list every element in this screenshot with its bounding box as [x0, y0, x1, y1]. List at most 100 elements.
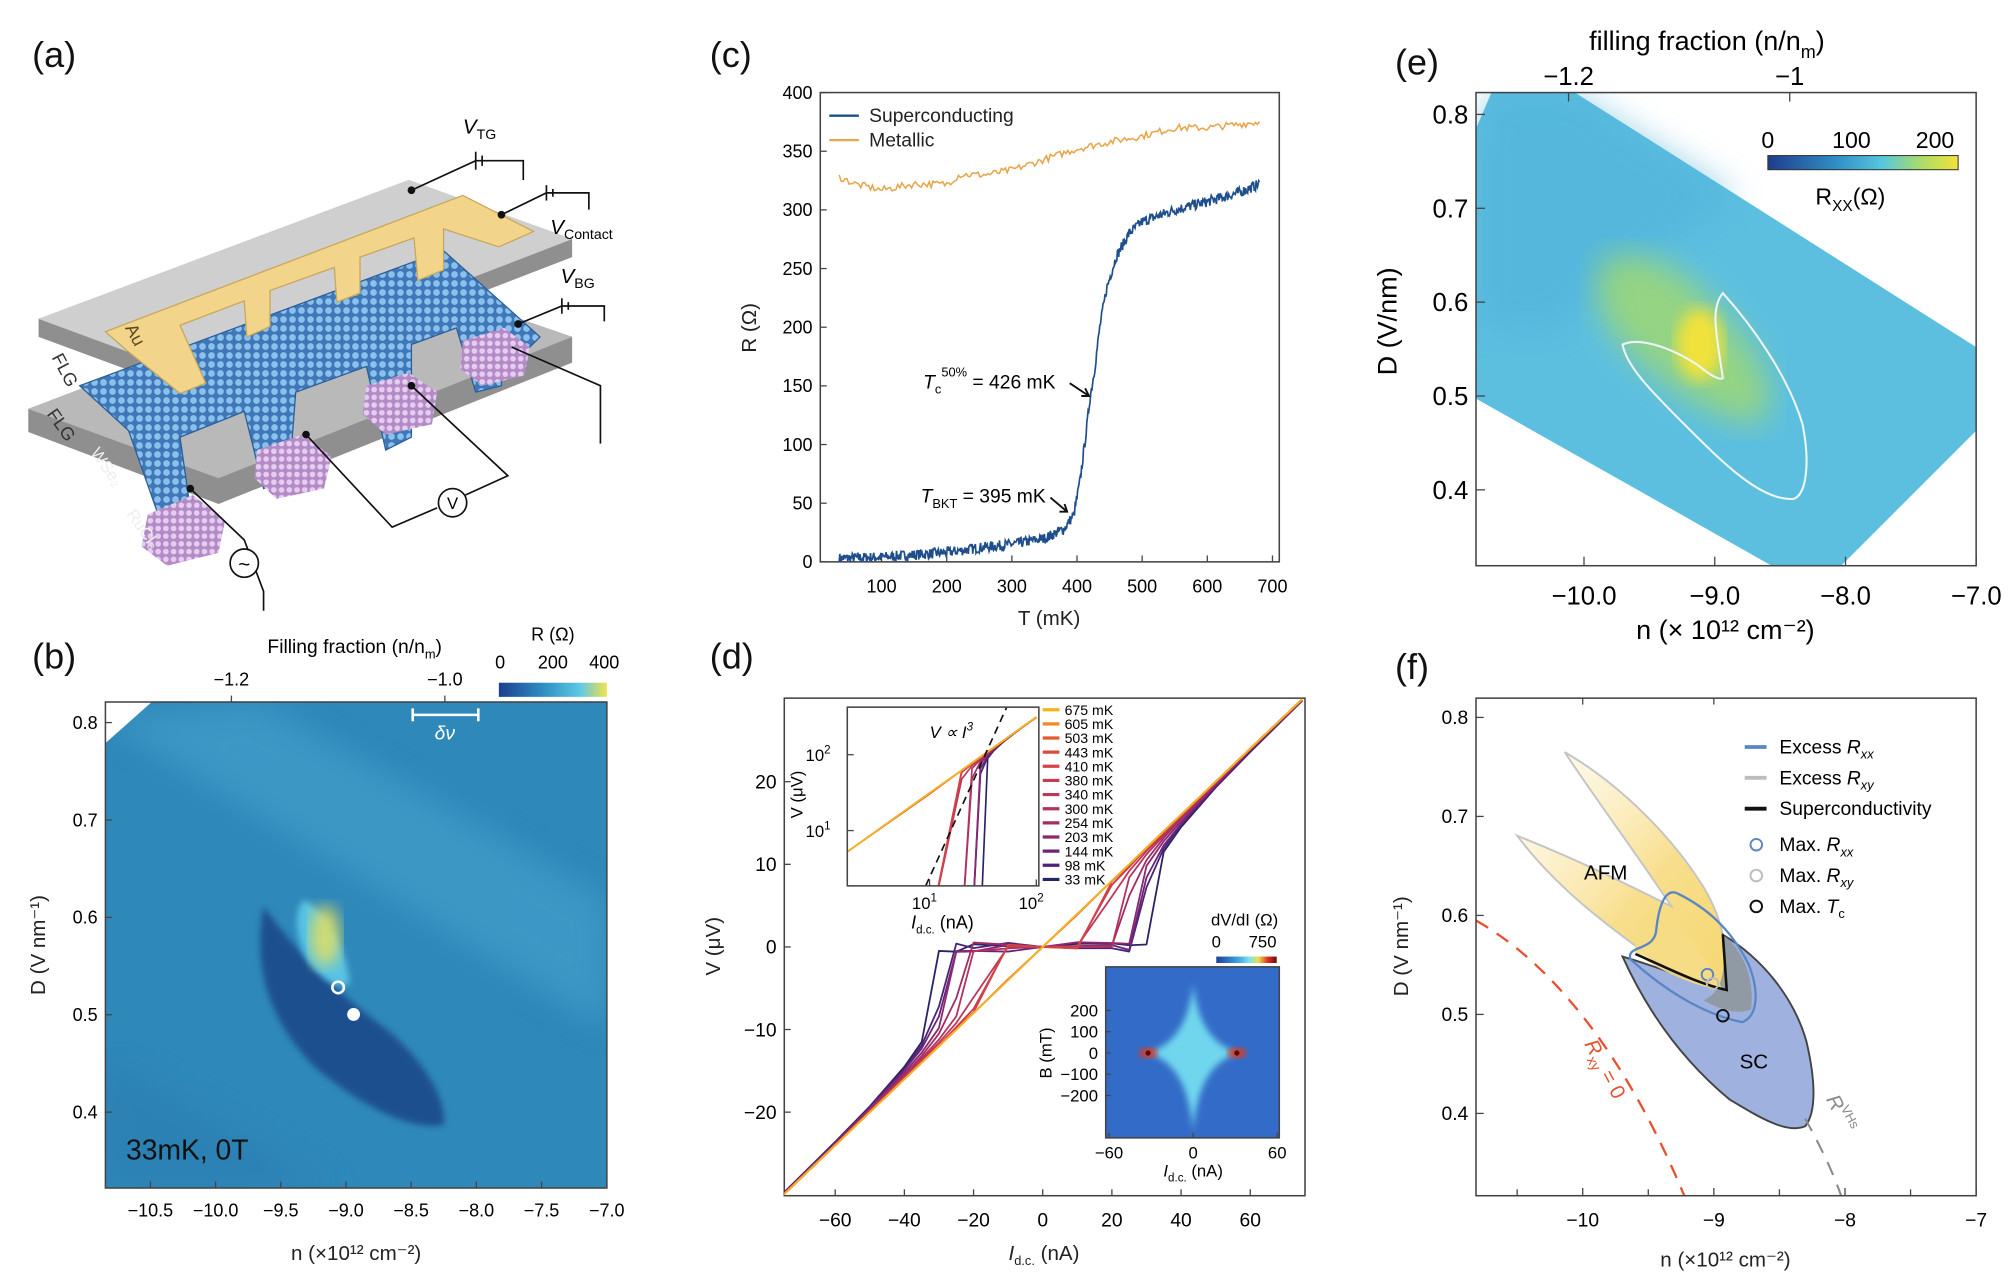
x-tick-label: −10.5 — [128, 1200, 174, 1220]
y-tick-label: 300 — [783, 200, 813, 220]
y-tick-label: 0.6 — [1433, 289, 1469, 317]
series-line-superconducting — [838, 178, 1261, 562]
rxy-zero-curve — [1476, 919, 1686, 1196]
y-tick-label: −200 — [1060, 1086, 1098, 1105]
region-label-afm: AFM — [1584, 861, 1627, 884]
x-tick-label: 101 — [912, 892, 937, 913]
legend-label: 410 mK — [1065, 758, 1114, 774]
x-tick-label: −9.5 — [263, 1200, 299, 1220]
x-tick-label: −10.0 — [193, 1200, 239, 1220]
colorbar-tick: 200 — [1916, 127, 1955, 153]
x-tick-label: 500 — [1127, 577, 1157, 597]
ac-source-label: ~ — [238, 553, 250, 576]
y-axis-label: R (Ω) — [738, 303, 761, 353]
heatmap-left-shade — [1476, 92, 1736, 335]
colorbar-tick: 750 — [1249, 933, 1277, 952]
inset-map-x-label: Id.c. (nA) — [1163, 1161, 1223, 1184]
vhs-curve — [1804, 1118, 1843, 1196]
y-axis-label: D (V nm⁻¹) — [1390, 896, 1413, 996]
legend-label: 443 mK — [1065, 744, 1114, 760]
y-tick-label: 200 — [1070, 1001, 1098, 1020]
overlap-region — [1703, 934, 1752, 1012]
inset-y-label: V (μV) — [787, 771, 806, 819]
legend-marker — [1749, 837, 1764, 852]
y-tick-label: 0.8 — [73, 713, 98, 733]
legend-label: 33 mK — [1065, 872, 1106, 888]
iv-curve-675mK — [784, 698, 1303, 1196]
y-tick-label: 50 — [793, 493, 813, 513]
legend-label: Superconductivity — [1779, 799, 1931, 820]
x-axis-label: Id.c. (nA) — [1009, 1242, 1080, 1268]
legend: Excess Rxx Excess Rxy Superconductivity Max… — [1744, 737, 1932, 921]
heatmap-light-band — [105, 702, 607, 1029]
v-tg-label: VTG — [463, 116, 496, 142]
colorbar-tick: 0 — [1761, 127, 1774, 153]
y-tick-label: 0 — [1089, 1044, 1098, 1063]
marker-filled — [347, 1008, 360, 1021]
legend-label: 98 mK — [1065, 857, 1106, 873]
y-tick-label: 400 — [783, 83, 813, 103]
colorbar-tick: 100 — [1832, 127, 1871, 153]
heatmap-yellow-peak — [1676, 308, 1723, 381]
y-axis-label: D (V nm⁻¹) — [27, 895, 50, 995]
legend-label: Excess Rxy — [1779, 768, 1875, 792]
x-tick-label: −60 — [1095, 1143, 1123, 1162]
y-tick-label: 0.5 — [1441, 1005, 1468, 1026]
x-tick-label: −60 — [819, 1211, 852, 1232]
cubic-guide-line — [924, 707, 1008, 886]
dvdi-light-star — [1149, 983, 1237, 1132]
x-tick-label: 400 — [1062, 577, 1092, 597]
y-tick-label: −10 — [744, 1020, 777, 1041]
marker-max-tc — [1716, 1008, 1730, 1023]
colorbar-tick: 0 — [1212, 933, 1221, 952]
excess-rxx-contour — [1628, 891, 1757, 1024]
marker-hollow — [331, 980, 346, 995]
x-tick-label: 0 — [1188, 1143, 1197, 1162]
legend-label: Max. Rxx — [1779, 835, 1853, 859]
legend-label: 675 mK — [1065, 702, 1114, 718]
x-tick-label: −8.0 — [1820, 582, 1871, 610]
panel-label-a: (a) — [32, 34, 76, 75]
x-tick-label: −7 — [1965, 1211, 1987, 1232]
panel-f-phase-diagram: −10 −9 −8 −70.80.70.60.50.4 AFM SC Rxy = 0 … — [1390, 697, 1987, 1271]
superconductivity-edge — [1634, 934, 1729, 992]
y-axis-label: D (V/nm) — [1372, 267, 1402, 375]
panel-label-f: (f) — [1395, 646, 1429, 687]
inset-map-y-label: B (mT) — [1037, 1027, 1056, 1078]
arrow-tc — [1069, 382, 1091, 397]
x-tick-label: 60 — [1240, 1211, 1261, 1232]
x-axis-label: T (mK) — [1018, 607, 1080, 630]
vhs-label: RVHs — [1821, 1089, 1862, 1136]
x-tick-label: −8.5 — [393, 1200, 429, 1220]
x-tick-label: 102 — [1019, 892, 1044, 913]
legend-label: 503 mK — [1065, 730, 1114, 746]
legend-label: 203 mK — [1065, 829, 1114, 845]
contour-line — [1621, 291, 1808, 500]
legend: Superconducting Metallic — [829, 106, 1014, 152]
v-contact-label: VContact — [550, 216, 612, 242]
ac-source-icon — [229, 548, 260, 579]
top-tick-label: −1.0 — [427, 669, 463, 689]
annotation-tc: Tc50% = 426 mK — [923, 365, 1055, 397]
top-tick-label: −1.2 — [1543, 63, 1594, 91]
series-line-metallic — [838, 121, 1261, 192]
y-tick-label: 100 — [783, 435, 813, 455]
y-tick-label: 250 — [783, 259, 813, 279]
flg-top-label: FLG — [48, 350, 82, 390]
panel-b-heatmap: −10.5 −10.0 −9.5 −9.0 −8.5 −8.0 −7.5 −7.0 0.8 0.7… — [27, 624, 625, 1265]
colorbar-tick: 400 — [589, 653, 619, 673]
panel-e-heatmap: −10.0 −9.0 −8.0 −7.0 0.8 0.7 0.6 0.5 0.4 −1.2 −1 f… — [1372, 26, 2001, 645]
dvdi-colorbar: dV/dI (Ω) 0 750 — [1211, 911, 1278, 963]
y-tick-label: 150 — [783, 376, 813, 396]
y-tick-label: 0.8 — [1433, 101, 1469, 129]
x-tick-label: 100 — [867, 577, 897, 597]
x-tick-label: −9.0 — [328, 1200, 364, 1220]
x-tick-label: −8.0 — [459, 1200, 495, 1220]
x-tick-label: −9 — [1703, 1211, 1725, 1232]
region-label-sc: SC — [1740, 1050, 1769, 1073]
legend-label: 380 mK — [1065, 773, 1114, 789]
panel-label-c: (c) — [710, 34, 752, 75]
x-tick-label: −7.0 — [589, 1200, 625, 1220]
